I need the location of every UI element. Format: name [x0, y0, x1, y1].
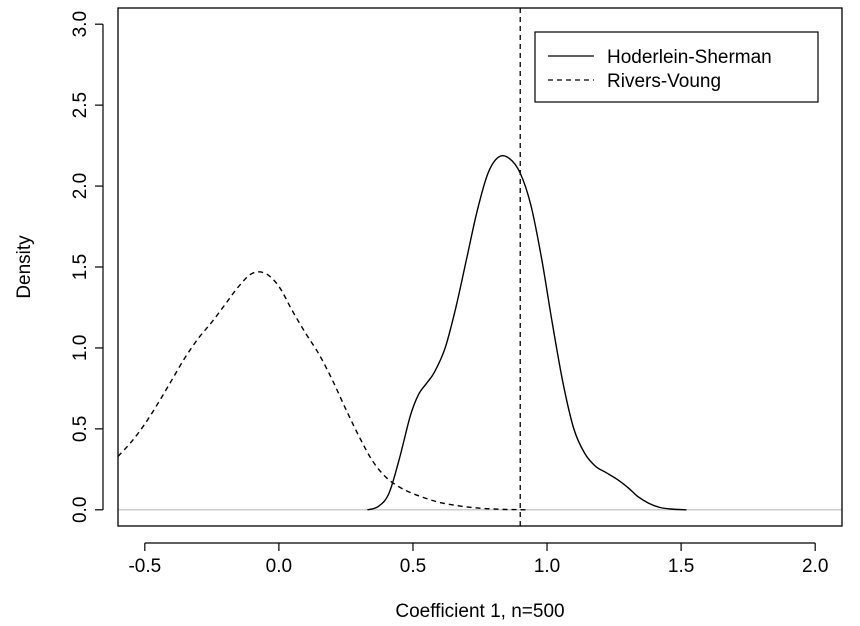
y-tick-label: 2.5 [70, 92, 91, 118]
y-tick-label: 0.5 [70, 416, 91, 442]
plot-layer [117, 8, 842, 526]
x-tick-label: 0.0 [266, 556, 292, 577]
y-axis-title: Density [14, 235, 35, 299]
x-axis-title: Coefficient 1, n=500 [395, 601, 564, 622]
plot-frame [117, 7, 843, 527]
x-tick-label: 2.0 [802, 556, 828, 577]
x-tick-label: 1.5 [668, 556, 694, 577]
legend-label-hoderlein-sherman: Hoderlein-Sherman [607, 47, 772, 68]
x-tick-label: -0.5 [128, 556, 161, 577]
legend-box [534, 31, 819, 103]
y-tick-label: 3.0 [70, 11, 91, 37]
y-tick-label: 0.0 [70, 497, 91, 523]
y-tick-label: 1.0 [70, 335, 91, 361]
x-tick-label: 1.0 [534, 556, 560, 577]
x-tick-label: 0.5 [400, 556, 426, 577]
series-line-rivers-voung [117, 271, 526, 511]
axis-layer: -0.5 0.0 0.5 1.0 1.5 2.0 0.0 0.5 1.0 1.5 2.0 2.5 3.0 [70, 11, 828, 577]
y-tick-label: 2.0 [70, 173, 91, 199]
legend: Hoderlein-Sherman Rivers-Voung [534, 31, 819, 103]
legend-label-rivers-voung: Rivers-Voung [607, 71, 721, 92]
series-line-hoderlein-sherman [367, 154, 687, 511]
y-tick-label: 1.5 [70, 254, 91, 280]
